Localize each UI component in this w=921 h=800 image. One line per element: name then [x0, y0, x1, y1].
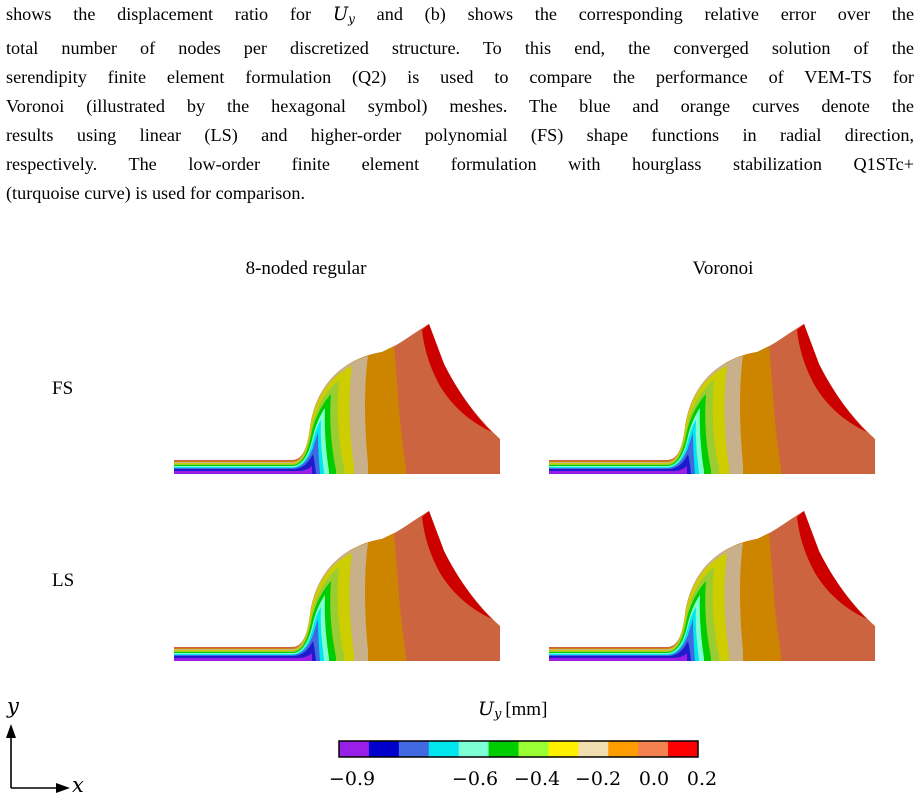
colorbar-swatch — [518, 741, 549, 757]
contour-band-blue — [174, 641, 316, 661]
domain-outline — [549, 511, 876, 661]
x-axis-label: x — [72, 773, 84, 797]
contour-band-red — [797, 324, 867, 432]
paragraph-line-3: serendipity finite element formulation (… — [6, 67, 914, 87]
row-label-ls: LS — [52, 570, 75, 591]
contour-plot-fs-voronoi — [549, 324, 876, 474]
colorbar-swatch — [488, 741, 519, 757]
domain-outline — [174, 511, 501, 661]
contour-band-blue — [549, 454, 691, 474]
colorbar-tick: −0.4 — [513, 768, 561, 790]
colorbar-swatch — [458, 741, 490, 757]
colorbar-swatch — [428, 741, 460, 757]
contour-band-blue — [549, 641, 691, 661]
paragraph-line-7: (turquoise curve) is used for comparison… — [6, 183, 306, 203]
colorbar-swatch — [578, 741, 609, 757]
contour-band-red — [422, 511, 492, 619]
contour-band-blue — [174, 454, 316, 474]
colorbar-swatch — [608, 741, 639, 757]
column-title-regular: 8-noded regular — [245, 258, 367, 279]
contour-plot-fs-regular — [174, 324, 501, 474]
colorbar-tick: 0.2 — [686, 768, 718, 790]
colorbar-title: Uy [mm] — [478, 698, 548, 722]
paragraph-line-6: respectively. The low-order finite eleme… — [6, 154, 914, 174]
colorbar-tick: 0.0 — [638, 768, 670, 790]
contour-band-orange — [174, 533, 406, 661]
colorbar-tick: −0.6 — [451, 768, 499, 790]
contour-band-orange — [174, 346, 406, 474]
contour-band-orange — [549, 533, 781, 661]
colorbar-swatch — [638, 741, 669, 757]
colorbar-tick: −0.2 — [574, 768, 622, 790]
contour-plot-ls-voronoi — [549, 511, 876, 661]
colorbar-swatch — [398, 741, 430, 757]
row-label-fs: FS — [52, 378, 74, 399]
body-paragraph: shows the displacement ratio for Uy and … — [6, 0, 914, 208]
colorbar-swatch — [368, 741, 400, 757]
paragraph-line-1: shows the displacement ratio for Uy and … — [6, 4, 915, 26]
contour-band-violet — [174, 653, 312, 661]
contour-band-red — [797, 511, 867, 619]
paragraph-line-4: Voronoi (illustrated by the hexagonal sy… — [6, 96, 914, 116]
colorbar-swatch — [548, 741, 579, 757]
contour-band-orange — [549, 346, 781, 474]
contour-band-violet — [549, 466, 687, 474]
contour-band-violet — [174, 466, 312, 474]
colorbar-tick: −0.9 — [328, 768, 376, 790]
contour-plot-ls-regular — [174, 511, 501, 661]
column-title-voronoi: Voronoi — [692, 258, 754, 279]
colorbar-swatch — [668, 741, 699, 757]
domain-outline — [549, 324, 876, 474]
paragraph-line-5: results using linear (LS) and higher-ord… — [6, 125, 914, 145]
paragraph-line-2: total number of nodes per discretized st… — [6, 38, 914, 58]
contour-band-red — [422, 324, 492, 432]
contour-band-violet — [549, 653, 687, 661]
y-axis-label: y — [7, 694, 19, 718]
colorbar-swatch — [339, 741, 370, 757]
domain-outline — [174, 324, 501, 474]
